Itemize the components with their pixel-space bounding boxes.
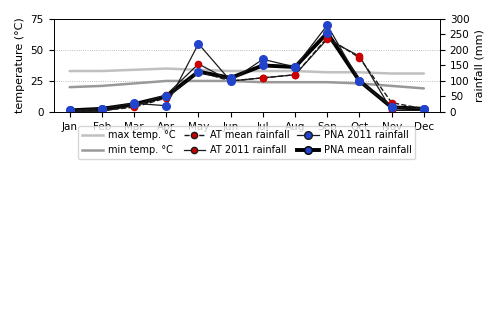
Y-axis label: temperature (°C): temperature (°C) (15, 18, 25, 113)
Y-axis label: rainfall (mm): rainfall (mm) (475, 29, 485, 102)
Legend: max temp. °C, min temp. °C, AT mean rainfall, AT 2011 rainfall, PNA 2011 rainfal: max temp. °C, min temp. °C, AT mean rain… (78, 126, 415, 159)
